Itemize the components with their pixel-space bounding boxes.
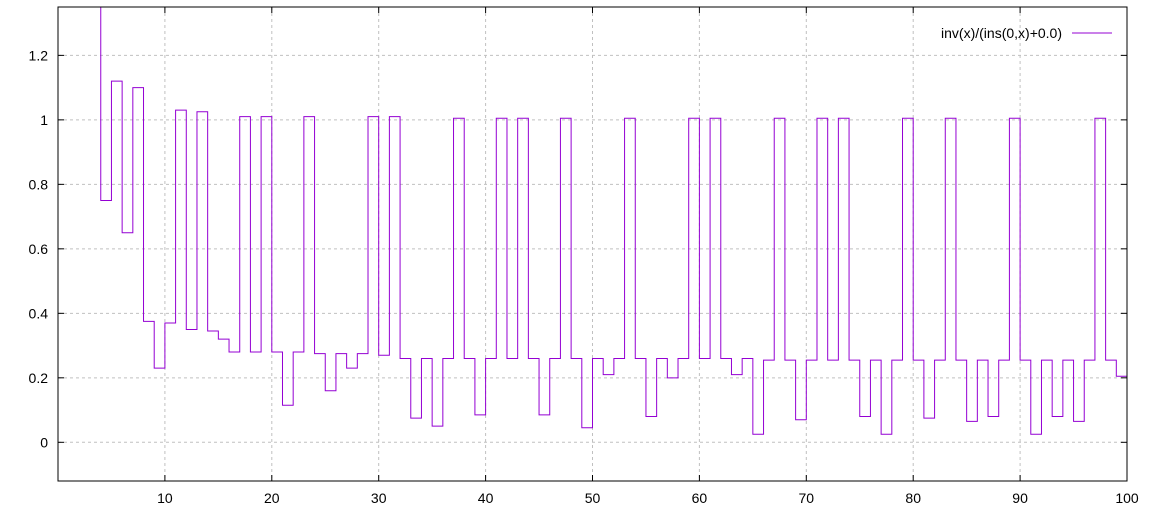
series-layer bbox=[90, 6, 1127, 435]
y-tick-label: 1.2 bbox=[29, 47, 49, 63]
axis-ticks bbox=[58, 7, 1128, 481]
y-tick-label: 0.2 bbox=[29, 370, 49, 386]
y-tick-label: 0.8 bbox=[29, 176, 49, 192]
y-tick-label: 0 bbox=[40, 434, 48, 450]
grid-lines bbox=[58, 7, 1127, 481]
legend-label: inv(x)/(ins(0,x)+0.0) bbox=[941, 25, 1062, 41]
x-tick-label: 10 bbox=[157, 490, 173, 506]
x-tick-label: 80 bbox=[905, 490, 921, 506]
legend: inv(x)/(ins(0,x)+0.0) bbox=[941, 25, 1112, 41]
y-tick-label: 0.4 bbox=[29, 305, 49, 321]
x-tick-label: 100 bbox=[1115, 490, 1139, 506]
x-tick-label: 60 bbox=[692, 490, 708, 506]
x-tick-label: 40 bbox=[478, 490, 494, 506]
y-tick-label: 1 bbox=[40, 112, 48, 128]
x-tick-label: 20 bbox=[264, 490, 280, 506]
y-tick-label: 0.6 bbox=[29, 241, 49, 257]
series-line bbox=[90, 6, 1127, 435]
x-tick-label: 90 bbox=[1012, 490, 1028, 506]
x-tick-label: 70 bbox=[799, 490, 815, 506]
x-tick-label: 30 bbox=[371, 490, 387, 506]
x-tick-label: 50 bbox=[585, 490, 601, 506]
axis-tick-labels: 10 20 30 40 50 60 70 80 90 100 0 0.2 0.4 0.6 0.8 1 1.2 bbox=[29, 47, 1139, 506]
